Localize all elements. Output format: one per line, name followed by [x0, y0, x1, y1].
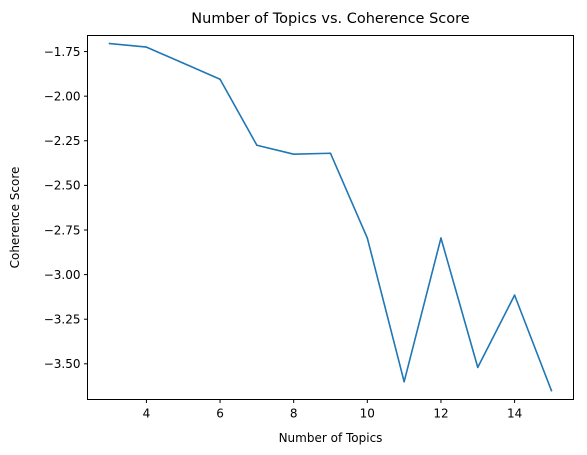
x-tick-label: 12 — [433, 407, 448, 421]
y-tick-label: −3.00 — [44, 268, 81, 282]
y-tick-label: −2.25 — [44, 134, 81, 148]
x-axis-label: Number of Topics — [279, 431, 383, 445]
x-axis-ticks: 4 6 8 10 12 14 — [143, 399, 522, 421]
data-point — [366, 237, 369, 239]
data-point — [403, 380, 405, 383]
x-tick-label: 10 — [360, 407, 375, 421]
data-point — [440, 237, 442, 239]
y-tick-label: −2.75 — [44, 223, 81, 237]
y-tick-label: −3.25 — [44, 313, 81, 327]
y-tick-label: −2.50 — [44, 179, 81, 193]
x-tick-label: 4 — [143, 407, 151, 421]
x-tick-label: 14 — [507, 407, 522, 421]
data-point — [182, 62, 185, 64]
y-tick-label: −1.75 — [44, 45, 81, 59]
data-point — [219, 78, 221, 81]
data-point — [550, 389, 553, 392]
data-point — [513, 294, 516, 296]
data-point — [145, 46, 148, 48]
x-tick-label: 6 — [216, 407, 224, 421]
series-layer — [108, 42, 553, 392]
data-point — [329, 152, 332, 155]
plot-area — [87, 35, 574, 400]
data-point — [476, 366, 479, 369]
y-tick-label: −2.00 — [44, 89, 81, 103]
y-axis-label: Coherence Score — [8, 167, 22, 269]
data-point — [108, 42, 111, 45]
x-tick-label: 8 — [290, 407, 298, 421]
data-point — [256, 144, 258, 147]
chart-title: Number of Topics vs. Coherence Score — [191, 11, 469, 27]
data-point — [292, 153, 295, 155]
axes-frame — [87, 35, 574, 400]
y-axis-ticks: −1.75 −2.00 −2.25 −2.50 −2.75 −3.00 −3.25 −3.50 — [44, 45, 88, 371]
y-tick-label: −3.50 — [44, 357, 81, 371]
